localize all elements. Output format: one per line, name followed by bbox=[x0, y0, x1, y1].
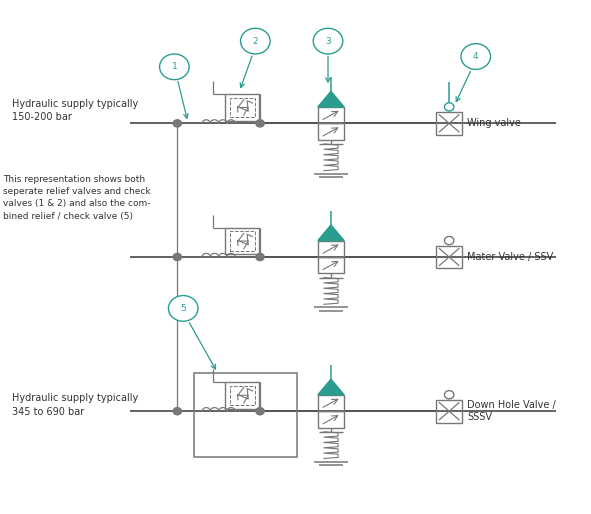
Bar bbox=[225, 94, 259, 121]
Bar bbox=[230, 231, 255, 251]
Text: Hydraulic supply typically
345 to 690 bar: Hydraulic supply typically 345 to 690 ba… bbox=[12, 393, 138, 417]
Bar bbox=[318, 411, 345, 428]
Circle shape bbox=[444, 103, 454, 111]
Circle shape bbox=[173, 408, 181, 415]
Bar bbox=[318, 107, 345, 123]
Bar bbox=[436, 246, 462, 268]
Bar bbox=[318, 257, 345, 273]
Circle shape bbox=[444, 391, 454, 399]
Circle shape bbox=[461, 44, 491, 69]
Polygon shape bbox=[318, 225, 344, 241]
Text: 3: 3 bbox=[325, 36, 331, 46]
Polygon shape bbox=[318, 91, 344, 107]
Text: This representation shows both
seperate relief valves and check
valves (1 & 2) a: This representation shows both seperate … bbox=[3, 175, 151, 221]
Text: Wing valve: Wing valve bbox=[467, 118, 521, 128]
Text: Down Hole Valve /
SSSV: Down Hole Valve / SSSV bbox=[467, 400, 556, 423]
Bar bbox=[230, 98, 255, 117]
Circle shape bbox=[173, 253, 181, 261]
Polygon shape bbox=[318, 379, 344, 395]
Text: Mater Valve / SSV: Mater Valve / SSV bbox=[467, 252, 553, 262]
Bar bbox=[436, 112, 462, 135]
Bar bbox=[318, 395, 345, 411]
Circle shape bbox=[256, 120, 264, 127]
Bar bbox=[225, 382, 259, 409]
Circle shape bbox=[256, 253, 264, 261]
Circle shape bbox=[168, 296, 198, 321]
Text: 1: 1 bbox=[171, 62, 177, 71]
Bar bbox=[436, 400, 462, 423]
Text: 2: 2 bbox=[252, 36, 258, 46]
Bar bbox=[194, 373, 297, 457]
Circle shape bbox=[173, 120, 181, 127]
Text: 4: 4 bbox=[473, 52, 479, 61]
Bar bbox=[225, 228, 259, 254]
Circle shape bbox=[241, 28, 270, 54]
Bar bbox=[318, 241, 345, 257]
Circle shape bbox=[256, 408, 264, 415]
Bar bbox=[318, 123, 345, 140]
Bar bbox=[230, 386, 255, 405]
Circle shape bbox=[313, 28, 343, 54]
Circle shape bbox=[444, 236, 454, 245]
Text: 5: 5 bbox=[180, 304, 186, 313]
Text: Hydraulic supply typically
150-200 bar: Hydraulic supply typically 150-200 bar bbox=[12, 99, 138, 122]
Circle shape bbox=[160, 54, 189, 80]
